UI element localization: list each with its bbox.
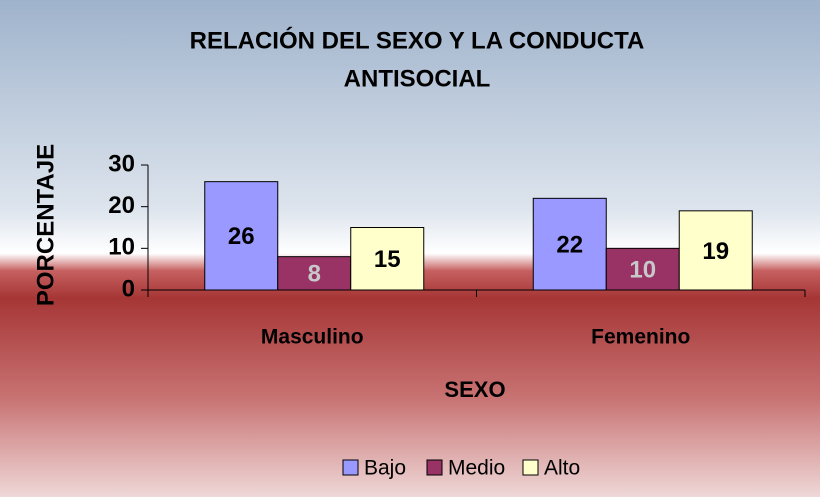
data-label: 26: [228, 223, 255, 250]
legend-swatch: [522, 459, 539, 476]
bar: [350, 227, 425, 291]
legend-label: Medio: [448, 457, 505, 480]
y-tick-label: 30: [108, 150, 135, 177]
data-label: 8: [308, 261, 321, 288]
chart-title: RELACIÓN DEL SEXO Y LA CONDUCTA: [190, 26, 645, 54]
legend-swatch: [426, 459, 443, 476]
legend-label: Alto: [544, 457, 580, 480]
data-label: 10: [629, 257, 656, 284]
x-tick-label: Masculino: [261, 326, 364, 349]
data-label: 22: [556, 232, 583, 259]
y-axis-label: PORCENTAJE: [32, 144, 59, 306]
bar: [277, 256, 352, 291]
y-tick-label: 0: [122, 275, 135, 302]
x-tick-label: Femenino: [591, 326, 690, 349]
legend-swatch: [342, 459, 359, 476]
x-axis-label: SEXO: [444, 377, 505, 402]
bar: [204, 181, 279, 291]
y-tick-label: 10: [108, 234, 135, 261]
data-label: 15: [374, 246, 401, 273]
chart-title: ANTISOCIAL: [344, 65, 491, 92]
y-tick-label: 20: [108, 192, 135, 219]
data-label: 19: [702, 238, 729, 265]
legend-label: Bajo: [364, 457, 406, 480]
